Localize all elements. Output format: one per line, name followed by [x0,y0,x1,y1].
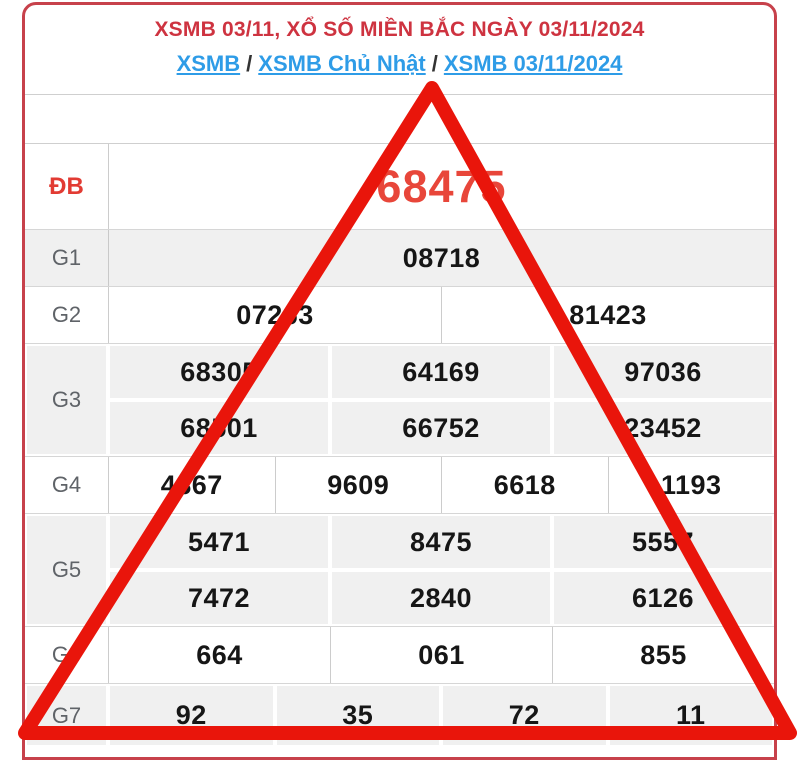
prize-row-content: 07263 81423 [109,287,774,343]
prize-number-cell: 23452 [554,402,772,454]
prize-label: G3 [27,346,106,454]
results-table: ĐB 68475 G1 08718 G2 07263 81423 G3 68305 64169 97… [25,144,774,747]
prize-row-content: 68305 64169 97036 68501 66752 23452 [108,344,774,456]
table-row: G5 5471 8475 5557 7472 2840 6126 [25,514,774,627]
breadcrumb: XSMB / XSMB Chủ Nhật / XSMB 03/11/2024 [25,51,774,77]
table-row: G2 07263 81423 [25,287,774,344]
prize-number-cell: 7472 [110,572,328,624]
breadcrumb-link-xsmb[interactable]: XSMB [176,51,241,76]
prize-number-cell: 08718 [402,242,481,273]
prize-row-content: 92 35 72 11 [108,684,774,747]
results-panel: XSMB 03/11, XỔ SỐ MIỀN BẮC NGÀY 03/11/20… [22,2,777,760]
prize-subrow: 68305 64169 97036 [108,344,774,400]
prize-row-content: 664 061 855 [109,627,774,683]
breadcrumb-link-xsmb-date[interactable]: XSMB 03/11/2024 [443,51,623,76]
prize-number-cell: 68305 [110,346,328,398]
prize-subrow: 68501 66752 23452 [108,400,774,456]
prize-label: G5 [27,516,106,624]
prize-label: G6 [25,627,109,683]
table-row: ĐB 68475 [25,144,774,230]
prize-label: ĐB [25,144,109,229]
prize-number-cell: 2840 [332,572,550,624]
prize-number-cell: 061 [330,627,552,683]
breadcrumb-separator: / [431,51,438,76]
prize-number-cell: 92 [110,686,273,745]
prize-number-cell: 6618 [441,457,608,513]
prize-number-cell: 81423 [441,287,774,343]
prize-subrow: 07263 81423 [109,287,774,343]
prize-row-content: 68475 [109,144,774,229]
prize-subrow: 664 061 855 [109,627,774,683]
table-row: G1 08718 [25,230,774,287]
prize-number-cell: 664 [196,639,243,670]
breadcrumb-link-xsmb-chu-nhat[interactable]: XSMB Chủ Nhật [258,51,426,76]
prize-number-cell: 5557 [554,516,772,568]
prize-subrow: 5471 8475 5557 [108,514,774,570]
prize-label: G1 [25,230,109,286]
prize-number-cell: 855 [552,627,774,683]
prize-subrow: 7472 2840 6126 [108,570,774,626]
prize-number-cell: 72 [443,686,606,745]
prize-subrow: 68475 [109,144,774,229]
prize-number-cell: 97036 [554,346,772,398]
page-title: XSMB 03/11, XỔ SỐ MIỀN BẮC NGÀY 03/11/20… [154,18,645,41]
prize-number-cell: 8475 [332,516,550,568]
prize-subrow: 4867 9609 6618 1193 [109,457,774,513]
table-row: G3 68305 64169 97036 68501 66752 23452 [25,344,774,457]
prize-row-content: 4867 9609 6618 1193 [109,457,774,513]
empty-row [25,95,774,144]
prize-number-cell: 64169 [332,346,550,398]
breadcrumb-separator: / [246,51,253,76]
prize-number-cell: 35 [276,686,439,745]
prize-row-content: 08718 [109,230,774,286]
table-row: G6 664 061 855 [25,627,774,684]
prize-subrow: 08718 [109,230,774,286]
prize-number-cell: 4867 [160,469,223,500]
prize-number-cell: 66752 [332,402,550,454]
prize-number-cell: 5471 [110,516,328,568]
prize-label: G4 [25,457,109,513]
prize-number-cell: 11 [609,686,772,745]
table-row: G7 92 35 72 11 [25,684,774,747]
table-row: G4 4867 9609 6618 1193 [25,457,774,514]
prize-number-cell: 6126 [554,572,772,624]
prize-label: G7 [27,686,106,745]
prize-number-cell: 07263 [236,299,314,330]
prize-number-cell: 68501 [110,402,328,454]
prize-subrow: 92 35 72 11 [108,684,774,747]
prize-number-cell: 1193 [607,457,775,513]
prize-number-cell: 9609 [274,457,442,513]
prize-row-content: 5471 8475 5557 7472 2840 6126 [108,514,774,626]
prize-number-cell: 68475 [376,160,507,212]
prize-label: G2 [25,287,109,343]
